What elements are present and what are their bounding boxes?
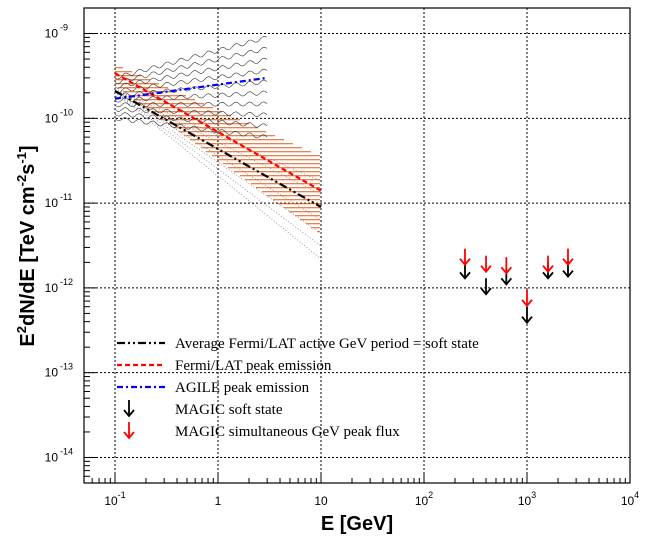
grid-lines	[84, 8, 631, 483]
upper-limit-arrow	[500, 257, 513, 275]
soft-state-band-line	[114, 90, 322, 208]
y-tick-exponent: -12	[60, 277, 73, 287]
y-tick-exponent: -10	[60, 107, 73, 117]
upper-limit-arrow	[521, 289, 533, 308]
x-tick-label: 102	[415, 490, 433, 508]
x-tick-label: 103	[518, 490, 536, 508]
agile-band-line	[114, 90, 268, 103]
y-tick-label: 10	[45, 111, 59, 125]
agile-band-line	[114, 57, 268, 89]
arrow-head	[500, 277, 513, 286]
arrow-head	[459, 258, 471, 267]
series-lines	[114, 72, 322, 208]
agile-band-line	[114, 101, 268, 108]
y-axis-title: E2dN/dE [TeV cm-2s-1]	[14, 145, 39, 346]
series-line	[114, 76, 268, 100]
y-tick-label: 10	[45, 450, 59, 464]
agile-band-line	[114, 46, 268, 84]
soft-state-band-line	[114, 91, 322, 247]
upper-limit-arrow	[480, 278, 492, 296]
y-tick-label: 10	[45, 366, 59, 380]
x-tick-label: 10	[314, 494, 328, 508]
y-axis-title-part: s	[17, 164, 39, 175]
agile-band-line	[114, 112, 268, 128]
upper-limit-arrows	[459, 248, 574, 325]
y-axis-title-part: E	[17, 333, 39, 346]
y-axis-title-part: dN/dE [TeV cm	[17, 186, 39, 326]
y-tick-exponent: -13	[60, 362, 73, 372]
x-tick-label: 1	[215, 494, 222, 508]
arrow-head	[459, 271, 471, 280]
soft-state-band-line	[114, 89, 322, 195]
upper-limit-arrow	[542, 255, 554, 274]
y-tick-exponent: -11	[60, 192, 72, 202]
legend-swatch	[123, 400, 135, 418]
y-tick-exponent: -9	[60, 23, 68, 33]
legend-label: MAGIC simultaneous GeV peak flux	[175, 424, 400, 440]
upper-limit-arrow	[521, 306, 533, 325]
axis-ticks	[83, 33, 631, 484]
legend-label: Fermi/LAT peak emission	[175, 358, 332, 374]
agile-band-line	[114, 117, 268, 139]
upper-limit-arrow	[562, 248, 574, 267]
arrow-head	[562, 269, 574, 278]
x-axis-title: E [GeV]	[321, 513, 393, 535]
upper-limit-arrow	[480, 255, 492, 274]
legend-swatch	[123, 422, 135, 440]
arrow-head	[521, 316, 533, 325]
y-tick-label: 10	[45, 27, 59, 41]
arrow-head	[123, 431, 135, 440]
agile-band-line	[114, 35, 268, 80]
legend: Average Fermi/LAT active GeV period = so…	[117, 336, 479, 440]
arrow-head	[542, 271, 554, 280]
y-tick-exponent: -14	[60, 446, 73, 456]
legend-label: Average Fermi/LAT active GeV period = so…	[175, 336, 479, 352]
agile-band-line	[114, 68, 268, 94]
x-tick-label: 104	[621, 490, 639, 508]
legend-label: AGILE peak emission	[175, 380, 310, 396]
x-tick-label: 10-1	[104, 490, 125, 508]
agile-band-line	[114, 107, 268, 117]
y-axis-title-sup: -2	[14, 175, 29, 187]
y-axis-title-sup: -1	[14, 152, 29, 164]
agile-band-line	[114, 79, 268, 98]
soft-state-band-line	[114, 92, 322, 260]
plot-frame	[83, 7, 631, 484]
arrow-head	[480, 265, 492, 274]
arrow-head	[542, 265, 554, 274]
y-axis-title-sup: 2	[14, 326, 29, 333]
arrow-head	[562, 258, 574, 267]
y-tick-label: 10	[45, 281, 59, 295]
y-axis-title-part: ]	[17, 145, 39, 152]
upper-limit-arrow	[459, 248, 471, 267]
arrow-head	[480, 287, 492, 296]
legend-label: MAGIC soft state	[175, 402, 283, 418]
arrow-head	[500, 266, 513, 275]
arrow-head	[521, 299, 533, 308]
arrow-head	[123, 409, 135, 418]
y-tick-label: 10	[45, 196, 59, 210]
